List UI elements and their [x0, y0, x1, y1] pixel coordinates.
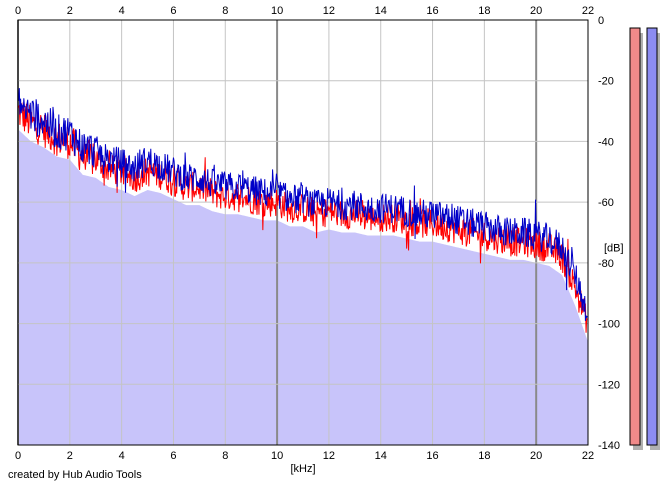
x-tick-label-bottom: 22: [582, 450, 594, 462]
x-tick-label-bottom: 14: [375, 450, 387, 462]
y-tick-label: 0: [598, 15, 604, 27]
x-tick-labels-top: 0 2 4 6 8 10 12 14 16 18 20 22: [15, 5, 594, 17]
y-tick-label: -100: [598, 319, 620, 331]
y-tick-label: -120: [598, 379, 620, 391]
x-tick-label-bottom: 20: [530, 450, 542, 462]
y-tick-label: -40: [598, 136, 614, 148]
x-tick-label-top: 2: [67, 5, 73, 17]
x-axis-label: [kHz]: [290, 463, 315, 475]
series-line: [17, 88, 588, 321]
x-tick-label-top: 18: [478, 5, 490, 17]
y-tick-label: -60: [598, 197, 614, 209]
x-tick-label-top: 0: [15, 5, 21, 17]
x-tick-label-top: 22: [582, 5, 594, 17]
x-tick-label-top: 10: [271, 5, 283, 17]
level-meters: [629, 27, 660, 450]
credit-text: created by Hub Audio Tools: [8, 469, 142, 481]
left-channel-level-meter: [629, 27, 641, 446]
x-tick-label-top: 8: [222, 5, 228, 17]
x-tick-label-bottom: 18: [478, 450, 490, 462]
x-tick-labels-bottom: 0 2 4 6 8 10 12 14 16 18 20 22: [15, 450, 594, 462]
x-tick-label-top: 14: [375, 5, 387, 17]
x-tick-label-bottom: 10: [271, 450, 283, 462]
plot-border: [17, 19, 589, 446]
x-tick-label-bottom: 2: [67, 450, 73, 462]
spectrum-fill: [18, 129, 588, 446]
x-tick-label-bottom: 8: [222, 450, 228, 462]
y-axis-label: [dB]: [604, 243, 624, 255]
x-tick-label-top: 16: [426, 5, 438, 17]
x-tick-label-top: 6: [170, 5, 176, 17]
x-tick-label-bottom: 4: [119, 450, 125, 462]
x-tick-label-top: 12: [323, 5, 335, 17]
series-lines: [17, 88, 588, 333]
x-tick-label-bottom: 0: [15, 450, 21, 462]
x-tick-label-bottom: 16: [426, 450, 438, 462]
right-channel-level-meter: [646, 27, 658, 446]
plot-area: [17, 19, 589, 446]
y-tick-labels: 0 -20 -40 -60 -80 -100 -120 -140: [598, 15, 620, 452]
y-tick-label: -80: [598, 258, 614, 270]
x-tick-label-bottom: 6: [170, 450, 176, 462]
x-tick-label-bottom: 12: [323, 450, 335, 462]
x-tick-label-top: 4: [119, 5, 125, 17]
y-tick-label: -140: [598, 440, 620, 452]
y-tick-label: -20: [598, 76, 614, 88]
x-tick-label-top: 20: [530, 5, 542, 17]
